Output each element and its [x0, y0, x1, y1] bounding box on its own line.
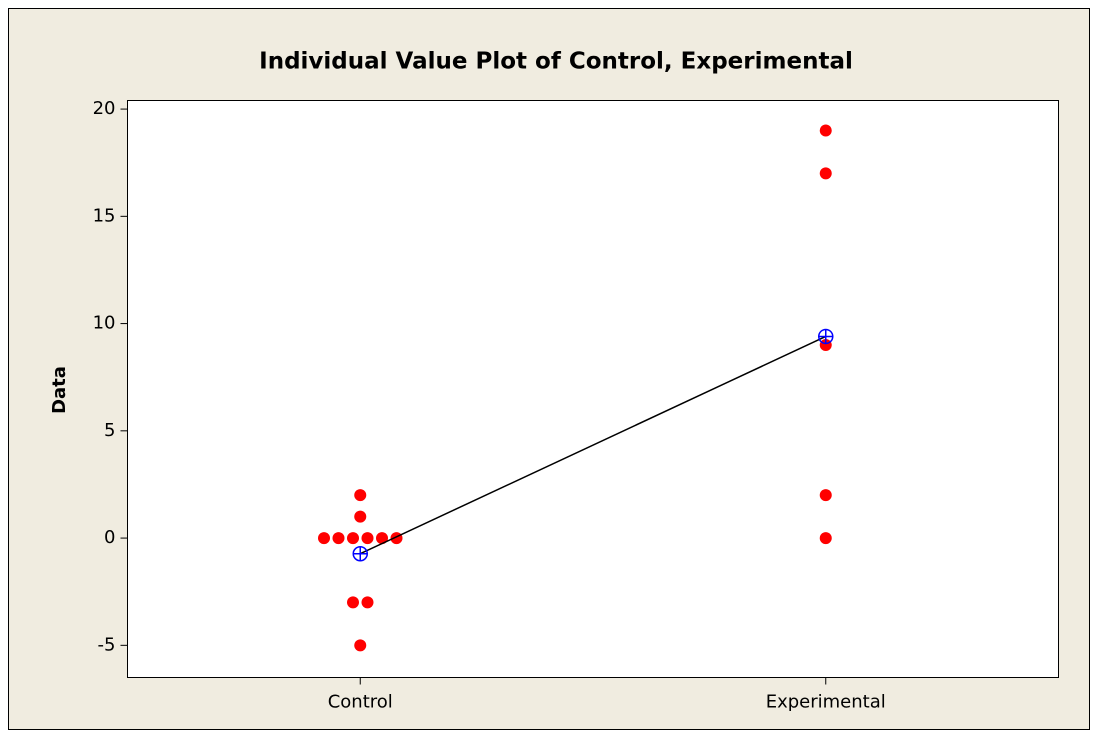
data-point — [354, 489, 367, 502]
x-tick-label: Experimental — [766, 692, 886, 713]
y-tick-label: 0 — [104, 527, 115, 548]
y-tick-label: 10 — [93, 313, 116, 334]
chart-title: Individual Value Plot of Control, Experi… — [259, 49, 853, 75]
y-tick-label: -5 — [98, 634, 116, 655]
data-point — [361, 596, 374, 609]
data-point — [318, 532, 330, 545]
plot-area — [127, 100, 1059, 678]
data-point — [354, 510, 367, 523]
data-point — [376, 532, 388, 545]
mean-crosshair — [353, 546, 368, 561]
y-axis-label: Data — [49, 366, 70, 414]
mean-crosshair — [818, 329, 833, 344]
data-point — [354, 639, 367, 652]
data-point — [819, 532, 832, 545]
data-point — [819, 124, 832, 137]
data-point — [361, 532, 374, 545]
y-tick-label: 5 — [104, 420, 115, 441]
mean-connect-line — [359, 335, 827, 555]
data-point — [347, 596, 359, 609]
data-point — [819, 489, 832, 502]
data-point — [347, 532, 359, 545]
x-tick-label: Control — [328, 692, 393, 713]
data-point — [332, 532, 345, 545]
data-point — [819, 167, 832, 180]
y-tick-label: 15 — [93, 205, 116, 226]
y-tick-label: 20 — [93, 98, 116, 119]
